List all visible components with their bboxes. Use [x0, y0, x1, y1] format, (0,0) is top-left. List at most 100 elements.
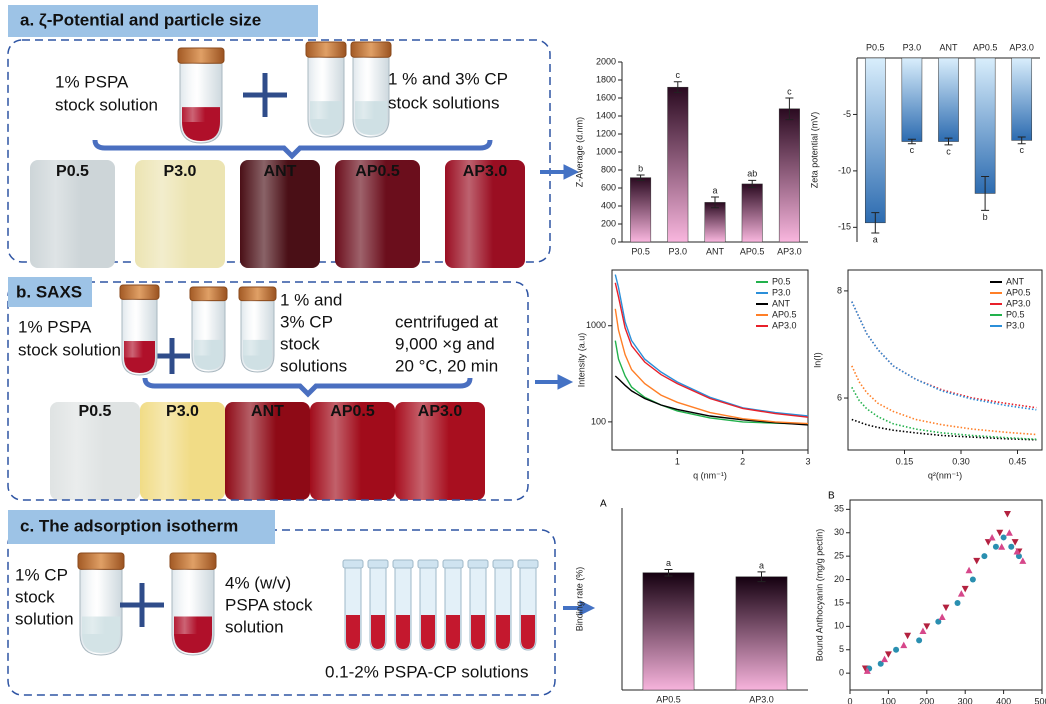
y-tick-label: 0: [611, 236, 616, 246]
point: [984, 539, 992, 546]
plot-frame: [849, 499, 1043, 691]
error-bar: [785, 97, 794, 121]
x-tick-label: 1: [675, 456, 680, 466]
jar-shine: [445, 160, 525, 268]
y-tick-label: 1600: [596, 92, 616, 102]
y-tick-label: 6: [837, 392, 842, 402]
point: [935, 618, 942, 625]
error-bar: [1017, 136, 1026, 145]
y-tick-label: 1400: [596, 110, 616, 120]
x-tick-label: AP0.5: [740, 246, 765, 256]
panel-header: [8, 510, 275, 544]
y-tick-label: 5: [839, 644, 844, 654]
x-tick-label: 0.30: [952, 456, 970, 466]
legend-label: ANT: [772, 298, 791, 308]
x-tick-label: 500: [1034, 696, 1046, 704]
line: [851, 365, 1037, 436]
x-tick-label: 300: [958, 696, 973, 704]
y-axis-label: Z-Average (d.nm): [574, 117, 584, 187]
x-tick-label: 0.15: [896, 456, 914, 466]
bar: [1011, 57, 1033, 141]
point: [973, 557, 981, 565]
y-tick-label: 2000: [596, 56, 616, 66]
y-axis-label: Zeta potential (mV): [809, 112, 819, 189]
tube-shine: [192, 300, 225, 356]
bar: [901, 57, 923, 142]
y-tick-label: 20: [834, 574, 844, 584]
significance-label: c: [910, 145, 915, 155]
error-bar: [871, 212, 880, 234]
x-tick-label: ANT: [706, 246, 725, 256]
y-tick-label: 0: [839, 668, 844, 678]
x-tick-label: AP0.5: [656, 694, 681, 704]
point: [981, 553, 988, 560]
label: stock solutions: [388, 93, 500, 112]
bar: [974, 57, 996, 194]
y-tick-label: 1000: [586, 320, 606, 330]
label: 1% PSPA: [18, 317, 92, 336]
illustrations: P0.5 P3.0 ANT AP0.5 AP3.0: [50, 41, 539, 656]
sample-label: AP3.0: [418, 403, 463, 420]
point: [992, 543, 999, 550]
bar: [704, 202, 726, 243]
tube-shine: [122, 299, 157, 358]
y-tick-label: 35: [834, 504, 844, 514]
error-bar: [981, 176, 990, 211]
error-bar: [711, 196, 719, 209]
significance-label: a: [873, 234, 878, 244]
line: [614, 375, 809, 426]
bar: [778, 108, 800, 243]
error-bar: [673, 81, 682, 94]
point: [957, 590, 965, 597]
y-tick-label: -10: [838, 165, 851, 175]
plot-frame: [847, 269, 1043, 451]
error-bar: [944, 137, 953, 146]
panel-title: a. ζ-Potential and particle size: [20, 10, 261, 29]
point: [961, 585, 969, 593]
point: [881, 655, 889, 663]
panel-header: [8, 277, 92, 307]
test-tube-rim: [442, 559, 464, 569]
error-bar: [757, 571, 766, 583]
test-tube-rim: [367, 559, 389, 569]
point: [954, 599, 961, 606]
tube-cap: [305, 41, 347, 58]
arrows: [535, 164, 596, 616]
tube-cap: [238, 286, 277, 302]
label: 0.1-2% PSPA-CP solutions: [325, 662, 528, 681]
significance-label: c: [787, 86, 792, 96]
legend-label: P3.0: [772, 287, 791, 297]
test-tube-liquid: [471, 615, 485, 649]
line: [614, 274, 809, 417]
x-axis-label: q²(nm⁻¹): [928, 470, 962, 480]
point: [969, 576, 976, 583]
point: [893, 646, 900, 653]
jar-shine: [140, 402, 225, 500]
y-tick-label: 30: [834, 527, 844, 537]
test-tube-liquid: [446, 615, 460, 649]
x-tick-label: 200: [919, 696, 934, 704]
point: [1005, 529, 1013, 536]
y-tick-label: 100: [591, 416, 606, 426]
tube-cap: [169, 552, 217, 570]
bracket: [142, 377, 473, 398]
label: solution: [15, 609, 74, 628]
charts: 0200400600800100012001400160018002000Z-A…: [574, 42, 1046, 704]
significance-label: a: [712, 185, 717, 195]
test-tube-liquid: [371, 615, 385, 649]
tube-cap: [350, 41, 392, 58]
jar-shine: [240, 160, 320, 268]
bar: [741, 183, 763, 243]
x-tick-label: 2: [740, 456, 745, 466]
y-tick-label: 15: [834, 597, 844, 607]
label: stock: [15, 587, 55, 606]
label: solutions: [280, 356, 347, 375]
x-tick-label: 100: [881, 696, 896, 704]
legend-label: AP3.0: [1006, 298, 1031, 308]
x-tick-label: AP0.5: [973, 42, 998, 52]
significance-label: a: [666, 558, 671, 568]
point: [877, 660, 884, 667]
point: [988, 533, 996, 541]
test-tube-liquid: [496, 615, 510, 649]
significance-label: c: [1019, 145, 1024, 155]
